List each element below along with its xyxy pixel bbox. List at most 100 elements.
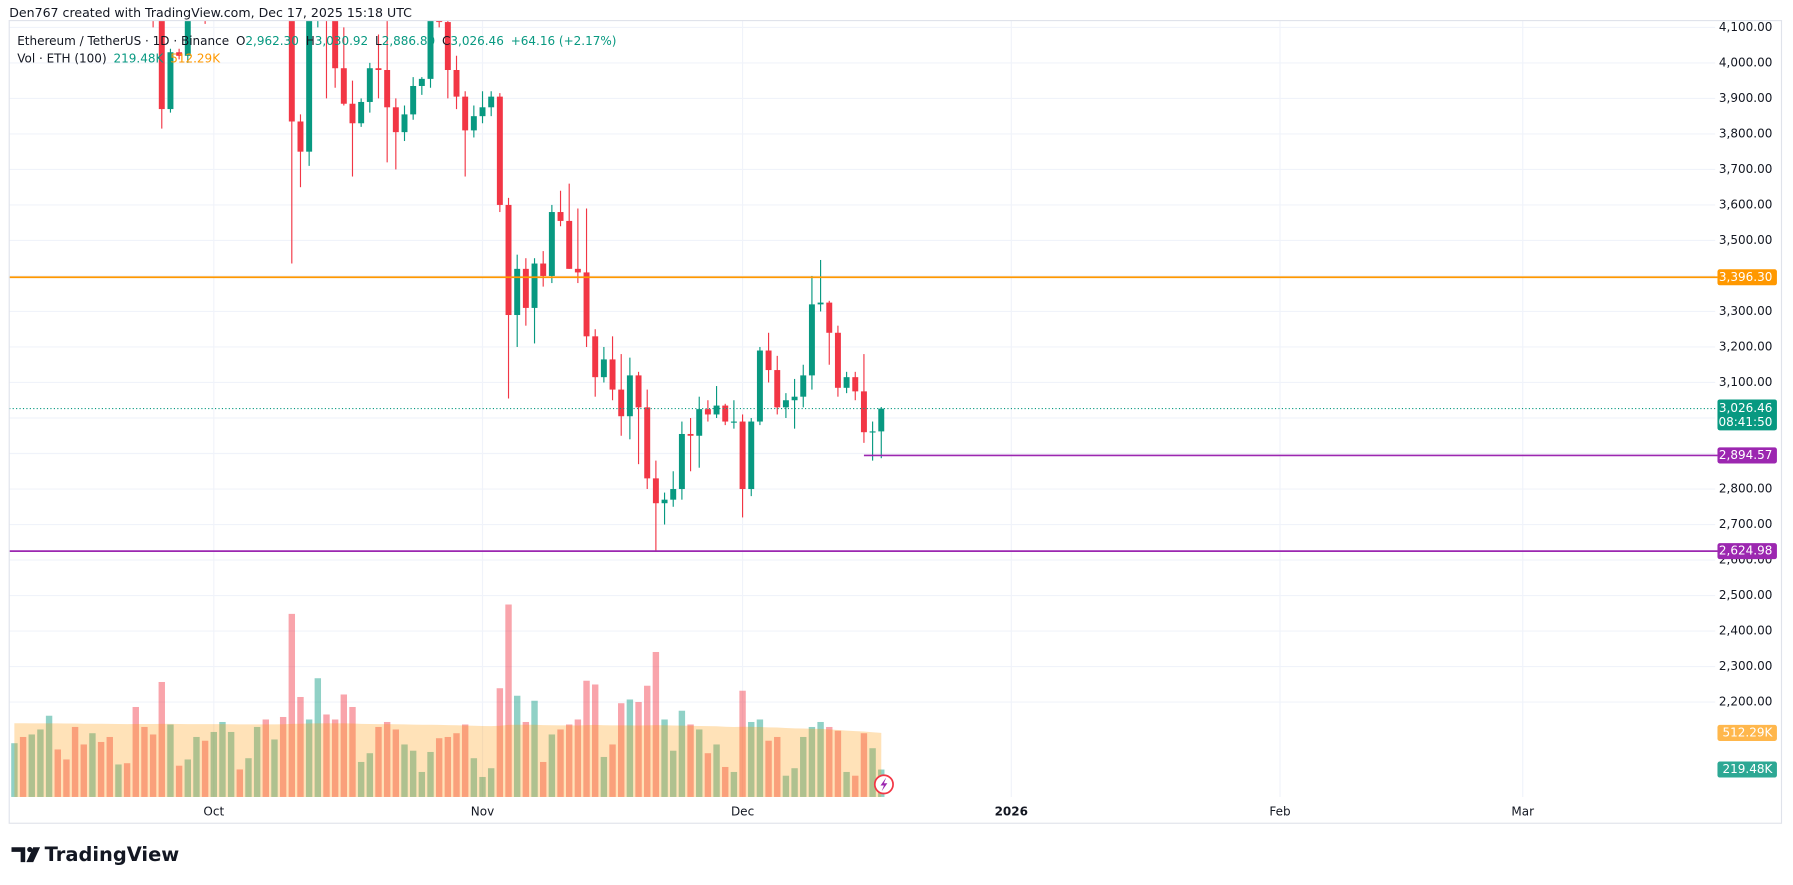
price-label: 2,894.57 — [1719, 448, 1772, 462]
candle-body — [583, 272, 590, 337]
candle-body — [479, 107, 486, 117]
volume-bar — [782, 775, 790, 797]
y-tick-label: 2,500.00 — [1719, 588, 1772, 602]
candle-body — [843, 377, 850, 388]
legend-volume-value: 219.48K — [113, 51, 164, 65]
candle-body — [522, 268, 529, 308]
volume-bar — [141, 726, 148, 797]
volume-bar — [704, 753, 712, 797]
volume-bar — [349, 706, 356, 797]
volume-bar — [696, 729, 703, 797]
candle-body — [375, 68, 382, 71]
candle-body — [548, 212, 555, 276]
candle-body — [358, 101, 365, 124]
alert-icon — [873, 774, 894, 795]
candle-body — [462, 96, 469, 131]
candle-body — [574, 268, 581, 273]
y-tick-label: 2,300.00 — [1719, 659, 1772, 673]
volume-bar — [401, 744, 408, 797]
volume-bar — [245, 758, 252, 797]
legend-key: L — [375, 34, 382, 48]
volume-bar — [756, 719, 764, 797]
candle-body — [167, 52, 174, 110]
candle-body — [661, 499, 668, 504]
current-price-label: 3,026.46 — [1719, 401, 1772, 415]
candle-body — [618, 389, 625, 417]
volume-bar — [193, 736, 200, 797]
volume-bar — [774, 736, 781, 797]
legend-change: +64.16 (+2.17%) — [511, 34, 617, 48]
y-tick-label: 2,200.00 — [1719, 695, 1772, 709]
candle-body — [349, 103, 356, 124]
volume-bar — [539, 761, 547, 797]
candle-body — [505, 204, 512, 316]
volume-bar — [63, 759, 70, 797]
volume-bar — [574, 719, 582, 797]
y-tick-label: 3,800.00 — [1719, 126, 1772, 140]
candle-body — [366, 68, 373, 102]
candle-body — [774, 370, 781, 408]
candle-body — [340, 68, 347, 104]
legend-volume: Vol · ETH (100) 219.48K 512.29K — [17, 51, 221, 65]
volume-bar — [852, 775, 859, 797]
volume-bar — [600, 756, 608, 797]
legend-key: O — [236, 34, 245, 48]
candle-body — [834, 332, 841, 388]
volume-bar — [661, 719, 668, 797]
volume-bar — [305, 719, 313, 797]
volume-bar — [392, 729, 400, 797]
volume-bar — [470, 758, 478, 797]
candle-body — [184, 20, 191, 56]
volume-bar — [860, 733, 868, 797]
volume-bar — [427, 751, 434, 797]
volume-bar — [739, 690, 746, 797]
volume-ma-label: 512.29K — [1722, 725, 1773, 739]
volume-bar — [730, 771, 738, 797]
volume-bar — [843, 771, 850, 797]
volume-bar — [383, 721, 391, 797]
candle-body — [739, 421, 746, 490]
candle-body — [592, 336, 599, 378]
price-label: 2,624.98 — [1719, 544, 1772, 558]
volume-ma-box — [1717, 724, 1777, 741]
candle-body — [176, 52, 183, 56]
x-tick-label: Dec — [731, 804, 754, 818]
legend-title: Ethereum / TetherUS · 1D · Binance — [17, 34, 229, 48]
candle-body — [670, 489, 677, 500]
volume-label: 219.48K — [1722, 762, 1773, 776]
volume-bar — [37, 729, 44, 797]
candle-body — [826, 302, 833, 333]
volume-bar — [45, 715, 53, 797]
price-label-box — [1717, 447, 1777, 464]
volume-bar — [89, 733, 96, 797]
candle-body — [158, 20, 165, 110]
volume-bar — [175, 765, 183, 797]
volume-bar — [297, 696, 304, 797]
volume-bar — [184, 759, 191, 797]
current-price-box — [1717, 399, 1777, 431]
volume-bar — [227, 731, 235, 797]
x-tick-label: Feb — [1269, 804, 1290, 818]
volume-bar — [826, 726, 833, 797]
candle-body — [557, 212, 564, 221]
volume-bar — [513, 695, 521, 797]
x-tick-label: Mar — [1511, 804, 1534, 818]
volume-bar — [583, 680, 590, 797]
volume-bar — [487, 768, 495, 797]
brand-logo — [11, 846, 41, 863]
axes: 2,200.002,300.002,400.002,500.002,600.00… — [203, 20, 1777, 818]
candle-body — [566, 220, 573, 269]
legend-value: 3,030.92 — [315, 34, 368, 48]
volume-bar — [817, 721, 824, 797]
volume-bar — [635, 701, 642, 797]
volume-bar — [748, 721, 755, 797]
candle-body — [652, 478, 659, 504]
candle-body — [609, 359, 616, 390]
y-tick-label: 3,500.00 — [1719, 233, 1772, 247]
volume-bar — [791, 768, 798, 797]
candle-body — [791, 396, 798, 401]
candle-body — [635, 375, 642, 408]
candle-body — [808, 304, 815, 376]
candle-body — [687, 433, 694, 436]
candle-body — [678, 433, 685, 490]
